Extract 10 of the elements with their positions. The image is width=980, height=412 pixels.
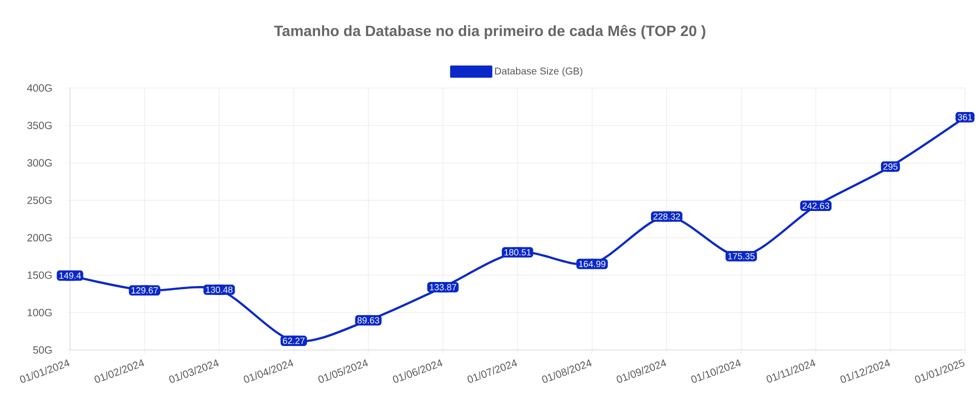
y-tick-label: 300G: [27, 159, 52, 167]
chart-title: Tamanho da Database no dia primeiro de cada Mês (TOP 20 ): [274, 24, 706, 40]
y-tick-label: 250G: [27, 196, 52, 204]
legend-label: Database Size (GB): [495, 67, 582, 77]
y-tick-label: 50G: [33, 346, 52, 354]
y-tick-label: 100G: [28, 308, 52, 316]
y-tick-label: 150G: [28, 271, 52, 279]
y-tick-label: 200G: [27, 234, 52, 242]
y-tick-label: 400G: [27, 84, 52, 92]
y-tick-label: 350G: [27, 122, 52, 130]
